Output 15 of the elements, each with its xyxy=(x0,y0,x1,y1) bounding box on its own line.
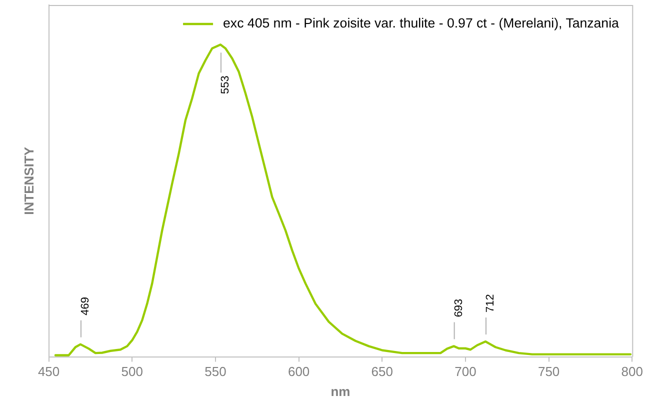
x-tick-label: 700 xyxy=(454,364,476,380)
x-tick-label: 550 xyxy=(204,364,226,380)
annotation: 712 xyxy=(484,294,497,313)
x-tick-label: 600 xyxy=(288,364,310,380)
x-tick-label: 750 xyxy=(538,364,560,380)
x-tick-label: 650 xyxy=(371,364,393,380)
annotation: 469 xyxy=(80,296,92,316)
y-axis-title: INTENSITY xyxy=(21,146,36,215)
x-axis-title: nm xyxy=(330,384,350,399)
x-tick-label: 500 xyxy=(121,364,143,380)
x-tick-label: 800 xyxy=(621,364,644,380)
annotation: 693 xyxy=(452,298,465,318)
x-tick-label: 450 xyxy=(38,364,60,380)
annotation: 553 xyxy=(220,76,232,94)
legend-label: exc 405 nm - Pink zoisite var. thulite - 0.97 ct - (Merelani), Tanzania xyxy=(223,16,620,31)
